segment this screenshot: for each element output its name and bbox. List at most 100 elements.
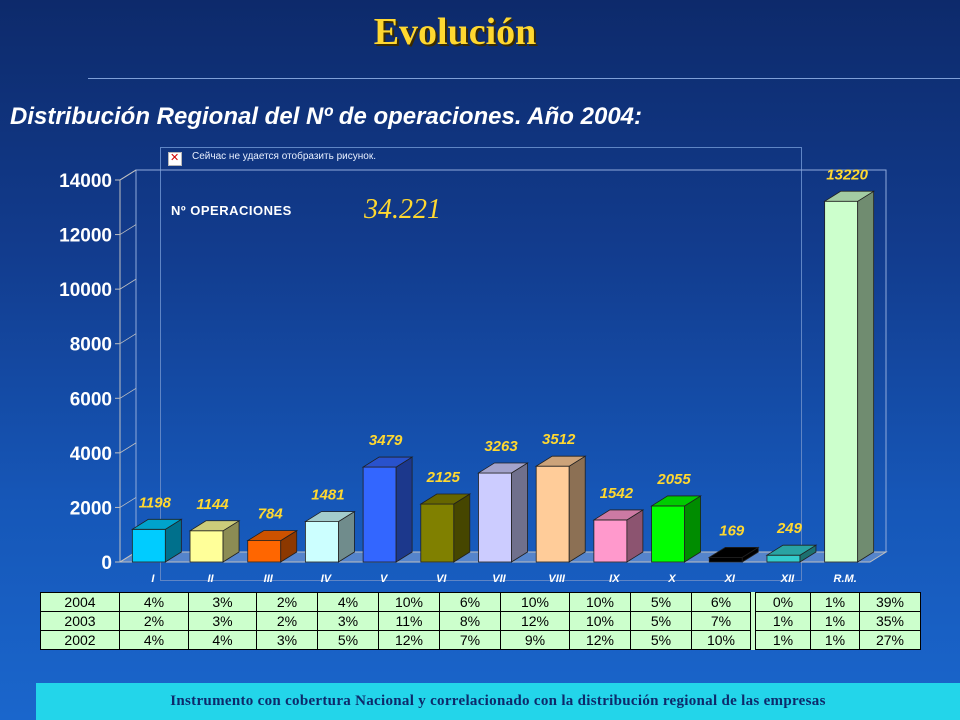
table-cell: 6% (439, 592, 501, 612)
x-tick-label: VIII (548, 573, 565, 585)
y-tick-label: 4000 (70, 444, 112, 465)
y-tick-label: 14000 (59, 171, 112, 192)
broken-image-text: Сейчас не удается отобразить рисунок. (192, 151, 376, 162)
table-cell: 6% (691, 592, 751, 612)
bar-R.M. (823, 190, 876, 563)
bar-VI (419, 493, 472, 563)
table-row: 2002 4% 4% 3% 5% 12% 7% 9% 12% 5% 10% 1% 1% 27% (40, 630, 921, 650)
y-tick-label: 0 (101, 553, 112, 574)
table-cell: 0% (755, 592, 811, 612)
data-label: 1481 (311, 487, 344, 504)
table-cell: 4% (119, 630, 189, 650)
table-cell: 5% (630, 630, 692, 650)
operations-label: Nº OPERACIONES (171, 203, 292, 218)
x-tick-label: XII (780, 573, 795, 585)
bar-III (246, 529, 299, 563)
bar-II (188, 520, 241, 563)
table-cell: 10% (691, 630, 751, 650)
table-cell: 39% (859, 592, 921, 612)
table-cell: 12% (569, 630, 631, 650)
table-cell: 3% (317, 611, 379, 631)
table-cell: 1% (810, 592, 860, 612)
bar-VII (477, 462, 529, 563)
bar-IX (592, 509, 645, 563)
y-tick-depth (119, 333, 137, 345)
table-cell: 10% (500, 592, 570, 612)
table-year-cell: 2002 (40, 630, 120, 650)
x-tick-label: VI (436, 573, 447, 585)
y-tick-label: 6000 (70, 389, 112, 410)
x-tick-label: II (207, 573, 214, 585)
table-cell: 3% (188, 611, 257, 631)
y-tick-depth (119, 224, 137, 235)
table-cell: 11% (378, 611, 440, 631)
x-tick-label: VII (492, 573, 506, 585)
table-cell: 4% (317, 592, 379, 612)
bar-XI (707, 546, 760, 563)
table-cell: 7% (691, 611, 751, 631)
table-row: 2003 2% 3% 2% 3% 11% 8% 12% 10% 5% 7% 1% 1% 35% (40, 611, 921, 631)
table-cell: 10% (569, 611, 631, 631)
slide-subtitle: Distribución Regional del Nº de operacio… (10, 103, 643, 130)
table-cell: 1% (810, 630, 860, 650)
bar-chart: 0 2000 4000 6000 8000 10000 12000 14000 1198 I 114… (59, 166, 888, 585)
x-tick-label: III (264, 573, 274, 585)
y-tick-depth (119, 387, 137, 399)
table-cell: 1% (755, 611, 811, 631)
percentage-table-body: 2004 4% 3% 2% 4% 10% 6% 10% 10% 5% 6% 0% 1% 39% 2003 2%… (40, 592, 921, 650)
slide-title: Evolución (373, 11, 537, 53)
table-cell: 5% (317, 630, 379, 650)
percentage-table: 2004 4% 3% 2% 4% 10% 6% 10% 10% 5% 6% 0% 1% 39% 2003 2%… (40, 592, 921, 650)
table-cell: 4% (188, 630, 257, 650)
table-cell: 10% (378, 592, 440, 612)
x-tick-label: R.M. (834, 573, 857, 585)
data-label: 3479 (369, 432, 403, 449)
table-cell: 5% (630, 592, 692, 612)
table-cell: 5% (630, 611, 692, 631)
table-cell: 9% (500, 630, 570, 650)
y-tick-depth (119, 169, 137, 181)
data-label: 1198 (139, 494, 172, 511)
y-tick-depth (119, 278, 137, 290)
table-cell: 8% (439, 611, 501, 631)
x-tick-label: X (667, 573, 676, 585)
operations-total: 34.221 (364, 194, 441, 225)
x-tick-label: IX (609, 573, 620, 585)
table-cell: 7% (439, 630, 501, 650)
broken-image-placeholder: Сейчас не удается отобразить рисунок. (168, 151, 388, 168)
y-tick-label: 2000 (70, 498, 112, 519)
y-tick-label: 8000 (70, 335, 112, 356)
x-tick-label: V (380, 573, 389, 585)
x-tick-label: XI (724, 573, 736, 585)
table-cell: 12% (378, 630, 440, 650)
data-label: 169 (719, 522, 745, 539)
broken-image-icon (168, 151, 182, 166)
data-label: 3512 (542, 431, 576, 448)
bar-VIII (534, 455, 587, 563)
chart-frame (160, 147, 802, 581)
title-divider (88, 78, 960, 79)
bar-X (650, 495, 702, 563)
table-cell: 2% (256, 611, 318, 631)
data-label: 2125 (426, 469, 461, 486)
table-cell: 35% (859, 611, 921, 631)
table-cell: 2% (119, 611, 189, 631)
table-cell: 27% (859, 630, 921, 650)
table-cell: 10% (569, 592, 631, 612)
bar-I (130, 518, 183, 563)
table-row: 2004 4% 3% 2% 4% 10% 6% 10% 10% 5% 6% 0% 1% 39% (40, 592, 921, 612)
data-label: 13220 (826, 166, 868, 183)
table-year-cell: 2003 (40, 611, 120, 631)
data-label: 249 (776, 520, 803, 537)
data-label: 3263 (484, 438, 518, 455)
table-cell: 4% (119, 592, 189, 612)
x-tick-label: I (151, 573, 155, 585)
data-label: 784 (258, 506, 284, 523)
y-tick-depth (119, 442, 137, 454)
y-tick-depth (119, 497, 137, 508)
footer-banner: Instrumento con cobertura Nacional y cor… (36, 683, 960, 720)
table-cell: 1% (755, 630, 811, 650)
table-cell: 1% (810, 611, 860, 631)
bar-IV (304, 510, 356, 563)
bar-V (361, 456, 414, 563)
